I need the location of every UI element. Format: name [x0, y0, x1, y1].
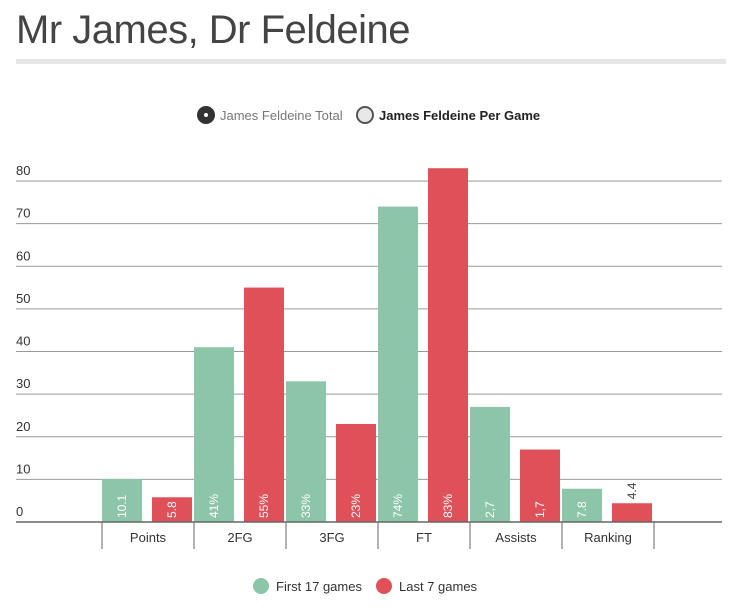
bar [428, 168, 468, 522]
data-label: 83% [441, 494, 455, 518]
bar [520, 449, 560, 522]
y-tick-label: 70 [16, 206, 30, 221]
legend-swatch-last [376, 578, 392, 594]
legend-label-first: First 17 games [276, 578, 362, 594]
bar [470, 406, 510, 522]
y-tick-label: 40 [16, 334, 30, 349]
data-label: 74% [391, 494, 405, 518]
x-tick-label: Points [130, 530, 167, 545]
bar [336, 423, 376, 522]
x-tick-label: 3FG [319, 530, 344, 545]
bar [612, 503, 652, 522]
legend-item-first[interactable]: First 17 games [253, 578, 362, 594]
toggle-total[interactable]: James Feldeine Total [197, 104, 343, 126]
radio-selected-icon [197, 106, 215, 124]
legend-item-last[interactable]: Last 7 games [376, 578, 477, 594]
legend-swatch-first [253, 578, 269, 594]
legend-label-last: Last 7 games [399, 578, 478, 594]
y-tick-label: 60 [16, 248, 30, 263]
data-label: 7.8 [575, 501, 589, 518]
data-label: 10.1 [115, 494, 129, 518]
data-label: 2,7 [483, 501, 497, 518]
title-divider [16, 59, 726, 64]
data-label: 41% [207, 494, 221, 518]
toggle-per-game[interactable]: James Feldeine Per Game [356, 104, 540, 126]
y-tick-label: 10 [16, 461, 30, 476]
radio-unselected-icon [356, 106, 374, 124]
x-tick-label: Ranking [584, 530, 632, 545]
bar [378, 206, 418, 522]
legend: First 17 games Last 7 games [0, 578, 740, 602]
data-label: 23% [349, 494, 363, 518]
x-tick-label: 2FG [227, 530, 252, 545]
toggle-per-game-label: James Feldeine Per Game [379, 107, 541, 123]
bar [194, 347, 234, 522]
data-label: 5.8 [165, 501, 179, 518]
bar [152, 497, 192, 522]
toggle-total-label: James Feldeine Total [220, 107, 343, 123]
bar [102, 478, 142, 522]
y-tick-label: 50 [16, 291, 30, 306]
view-toggle: James Feldeine Total James Feldeine Per … [0, 104, 740, 126]
page-title: Mr James, Dr Feldeine [16, 8, 411, 52]
y-tick-label: 0 [16, 504, 23, 519]
data-label: 4.4 [625, 482, 639, 499]
bar [244, 287, 284, 522]
y-tick-label: 20 [16, 419, 30, 434]
bar [286, 381, 326, 522]
bar [562, 488, 602, 522]
y-tick-label: 80 [16, 163, 30, 178]
data-label: 33% [299, 494, 313, 518]
data-label: 55% [257, 494, 271, 518]
x-tick-label: Assists [495, 530, 537, 545]
data-label: 1,7 [533, 501, 547, 518]
y-tick-label: 30 [16, 376, 30, 391]
x-tick-label: FT [416, 530, 432, 545]
